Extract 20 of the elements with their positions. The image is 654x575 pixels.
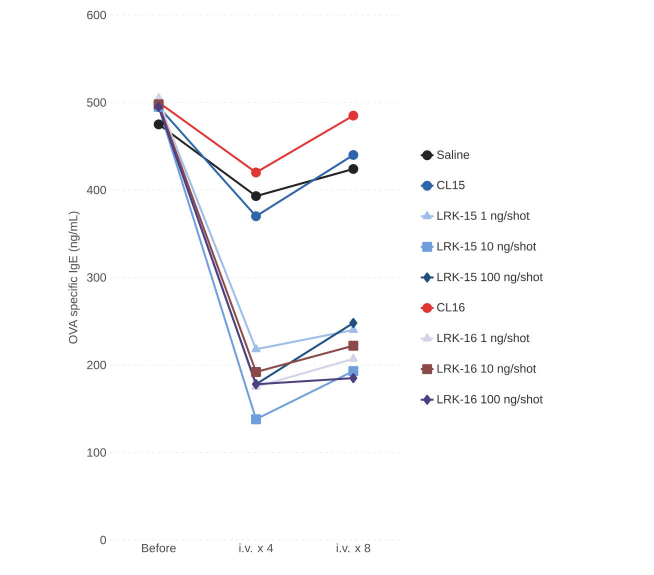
legend-label: Saline — [437, 150, 470, 159]
y-tick-label: 0 — [100, 536, 106, 544]
legend-label: LRK-16 10 ng/shot — [438, 364, 536, 376]
legend-label: LRK-15 10 ng/shot — [438, 242, 536, 253]
y-tick-label: 200 — [87, 360, 106, 370]
x-tick-label: i.v. x 4 — [239, 544, 274, 552]
y-tick-label: 500 — [87, 98, 106, 107]
x-tick-label: Before — [142, 544, 176, 552]
y-tick-label: 600 — [87, 10, 106, 20]
legend-label: LRK-15 100 ng/shot — [438, 272, 543, 284]
legend-label: CL15 — [437, 180, 465, 190]
y-tick-label: 100 — [87, 448, 106, 457]
legend-label: LRK-16 1 ng/shot — [438, 333, 530, 345]
legend-label: CL16 — [437, 303, 465, 312]
legend-label: LRK-15 1 ng/shot — [438, 211, 530, 222]
y-tick-label: 300 — [86, 273, 106, 282]
y-axis-title: OVA specific IgE (ng/mL) — [68, 212, 80, 344]
x-tick-label: i.v. x 8 — [336, 544, 370, 552]
y-tick-label: 400 — [86, 186, 106, 194]
legend-label: LRK-16 100 ng/shot — [438, 394, 543, 406]
